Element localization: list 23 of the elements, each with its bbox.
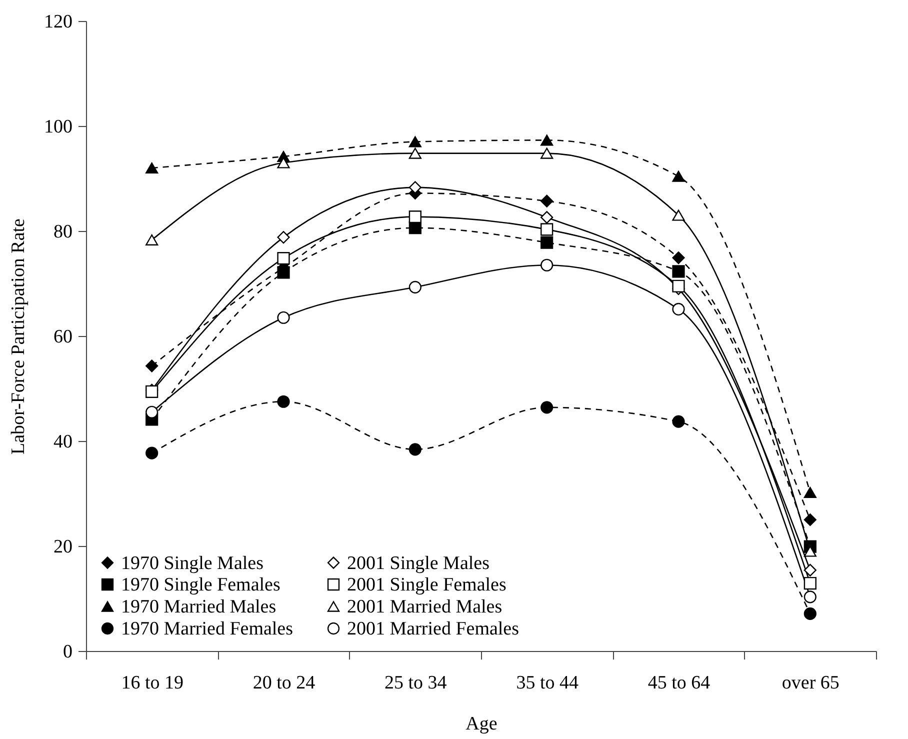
x-tick-label: over 65 xyxy=(782,672,840,694)
legend-label: 2001 Married Males xyxy=(347,596,502,618)
y-tick-label: 80 xyxy=(54,222,72,242)
y-tick-label: 60 xyxy=(54,326,72,348)
legend-label: 2001 Single Males xyxy=(347,552,490,574)
legend-label: 2001 Married Females xyxy=(347,618,520,640)
y-tick-label: 0 xyxy=(63,642,72,662)
y-tick-label: 100 xyxy=(44,116,72,138)
y-tick-label: 40 xyxy=(54,432,72,452)
x-tick-label: 35 to 44 xyxy=(516,672,579,694)
legend-label: 2001 Single Females xyxy=(347,574,506,596)
x-tick-label: 20 to 24 xyxy=(252,672,316,694)
legend-label: 1970 Married Males xyxy=(121,596,276,618)
x-axis-title: Age xyxy=(466,714,498,734)
x-tick-label: 25 to 34 xyxy=(384,672,448,694)
legend-label: 1970 Single Males xyxy=(121,552,264,574)
legend-label: 1970 Married Females xyxy=(121,618,294,640)
y-tick-label: 20 xyxy=(54,536,72,558)
y-tick-label: 120 xyxy=(44,12,72,32)
x-tick-label: 16 to 19 xyxy=(121,672,184,694)
legend-label: 1970 Single Females xyxy=(121,574,280,596)
x-tick-label: 45 to 64 xyxy=(648,672,711,694)
y-axis-title: Labor-Force Participation Rate xyxy=(8,218,29,454)
